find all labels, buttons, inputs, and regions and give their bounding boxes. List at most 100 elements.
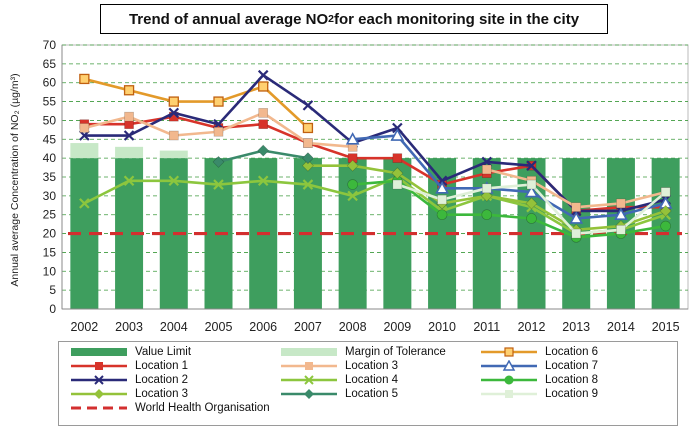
series-line (83, 175, 667, 235)
data-point (168, 130, 179, 141)
series-location-7 (345, 128, 673, 224)
legend-swatch-mark (504, 347, 514, 357)
legend-swatch (481, 347, 537, 357)
y-tick-label: 25 (43, 208, 57, 222)
series-lines-group (79, 69, 673, 243)
legend-swatch-mark (95, 362, 103, 370)
legend-label: Location 7 (545, 360, 599, 372)
data-point (124, 111, 134, 122)
legend: Value Limit Margin of Tolerance Location 6… (58, 341, 678, 426)
chart-title-subscript: 2 (328, 13, 334, 25)
x-tick-label: 2003 (115, 320, 143, 334)
legend-label: Margin of Tolerance (345, 346, 446, 358)
axes-group: 0 5 10 15 20 25 30 35 40 45 50 55 60 65 70 2002 2003 2004… (43, 38, 688, 334)
legend-item: Location 7 (479, 359, 598, 373)
x-tick-label: 2009 (383, 320, 411, 334)
data-point (257, 69, 269, 81)
data-point (302, 152, 314, 165)
chart-title-rest: for each monitoring site in the city (334, 10, 580, 28)
x-tick-label: 2005 (205, 320, 233, 334)
data-point (79, 198, 90, 209)
legend-label: Value Limit (135, 346, 192, 358)
legend-item: Location 8 (479, 373, 598, 387)
series-line (84, 77, 309, 129)
legend-swatch (71, 389, 127, 399)
legend-swatch (481, 360, 537, 371)
y-tick-label: 35 (43, 170, 57, 184)
y-axis-label: Annual average Concentration of NO₂ (µg/… (9, 73, 21, 286)
x-tick-label: 2014 (607, 320, 635, 334)
legend-item: Value Limit (69, 345, 191, 359)
legend-item: Location 6 (479, 345, 598, 359)
series-line (352, 134, 666, 220)
data-point (302, 122, 314, 134)
x-tick-label: 2013 (562, 320, 590, 334)
data-point (571, 228, 582, 239)
y-tick-label: 45 (43, 132, 57, 146)
legend-swatch-mark (504, 375, 514, 385)
y-tick-label: 60 (43, 76, 57, 90)
data-point (392, 179, 403, 190)
data-point (168, 96, 179, 107)
legend-swatch (71, 375, 127, 385)
legend-item: Location 2 (69, 373, 188, 387)
data-point (257, 175, 269, 187)
y-tick-label: 50 (43, 113, 57, 127)
legend-swatch-mark (502, 360, 516, 371)
y-tick-label: 70 (43, 38, 57, 52)
legend-label: Location 1 (135, 360, 189, 372)
series-location-9 (392, 179, 671, 239)
data-point (123, 130, 135, 141)
x-tick-label: 2012 (518, 320, 546, 334)
data-point (258, 81, 269, 92)
data-point (257, 144, 270, 157)
data-point (437, 194, 447, 205)
data-point (481, 209, 493, 221)
data-point (616, 225, 626, 235)
y-tick-label: 15 (43, 245, 57, 259)
chart-title: Trend of annual average NO 2 for each mon… (100, 4, 608, 34)
legend-swatch-mark (304, 389, 314, 399)
data-point (347, 190, 358, 202)
legend-swatch (281, 362, 337, 370)
legend-label: World Health Organisation (135, 402, 270, 414)
data-point (258, 119, 269, 129)
x-tick-label: 2010 (428, 320, 456, 334)
legend-swatch-mark (305, 362, 313, 370)
legend-swatch-mark (94, 375, 104, 385)
y-tick-label: 40 (43, 151, 57, 165)
data-point (213, 118, 224, 130)
data-point (571, 202, 582, 212)
data-point (303, 138, 313, 148)
x-tick-label: 2004 (160, 320, 188, 334)
data-point (659, 205, 672, 217)
y-tick-label: 65 (43, 57, 57, 71)
y-tick-label: 5 (49, 283, 56, 297)
data-point (481, 156, 493, 168)
data-point (524, 184, 539, 198)
data-point (302, 159, 314, 172)
legend-label: Location 9 (545, 388, 599, 400)
data-point (526, 179, 537, 190)
data-point (79, 130, 90, 141)
series-location-6 (79, 73, 314, 134)
legend-swatch (71, 362, 127, 370)
x-tick-label: 2015 (652, 320, 680, 334)
data-point (79, 73, 90, 85)
data-point (481, 164, 492, 175)
data-point (168, 175, 180, 187)
legend-label: Location 3 (345, 360, 399, 372)
legend-label: Location 2 (135, 374, 189, 386)
data-point (168, 107, 180, 119)
chart-title-text: Trend of annual average NO (128, 10, 329, 28)
legend-swatch-mark (304, 375, 314, 385)
data-point (212, 155, 225, 168)
data-point (614, 207, 628, 221)
data-point (213, 126, 224, 137)
data-point (480, 189, 493, 202)
legend-item: Location 4 (279, 373, 398, 387)
legend-swatch-mark (94, 389, 104, 399)
data-point (213, 96, 224, 107)
bar-margin-of-tolerance (159, 150, 188, 159)
legend-item: Location 9 (479, 387, 598, 401)
